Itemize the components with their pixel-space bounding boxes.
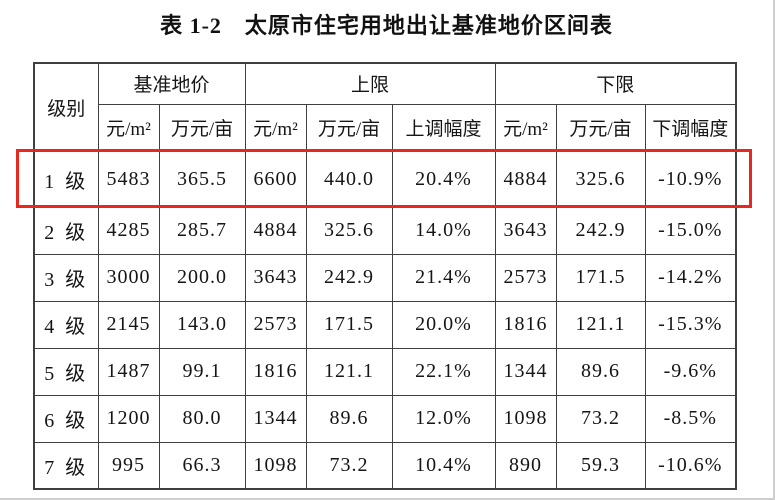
table-cell: 890 <box>494 441 557 490</box>
table-cell: 325.6 <box>305 206 393 255</box>
header-group-lower-limit: 下限 <box>494 62 737 105</box>
row-level-label: 7 级 <box>33 441 99 490</box>
table-cell: 5483 <box>97 150 160 208</box>
table-cell: 80.0 <box>158 394 246 443</box>
header-unit-yuan-m2: 元/m² <box>494 103 557 152</box>
table-row: 3 级 3000 200.0 3643 242.9 21.4% 2573 171.5 -14.2… <box>33 253 737 302</box>
table-cell: 99.1 <box>158 347 246 396</box>
table-cell: 242.9 <box>305 253 393 302</box>
table-cell: -15.3% <box>644 300 737 349</box>
table-cell: 1098 <box>244 441 307 490</box>
table-cell: 14.0% <box>391 206 496 255</box>
header-sub-row: 元/m² 万元/亩 元/m² 万元/亩 上调幅度 元/m² 万元/亩 下调幅度 <box>34 103 737 152</box>
table-cell: 2573 <box>244 300 307 349</box>
table-cell: 121.1 <box>305 347 393 396</box>
table-cell: -9.6% <box>644 347 737 396</box>
table-cell: -10.9% <box>644 150 737 208</box>
table-title: 表 1-2 太原市住宅用地出让基准地价区间表 <box>160 13 613 38</box>
table-cell: 89.6 <box>305 394 393 443</box>
table-cell: 1344 <box>244 394 307 443</box>
header-unit-yuan-m2: 元/m² <box>244 103 307 152</box>
table-body: 1 级 5483 365.5 6600 440.0 20.4% 4884 325.6 -10.9… <box>33 150 737 490</box>
row-level-label: 6 级 <box>33 394 99 443</box>
table-cell: -10.6% <box>644 441 737 490</box>
table-cell: 242.9 <box>555 206 646 255</box>
table-cell: -14.2% <box>644 253 737 302</box>
table-row: 2 级 4285 285.7 4884 325.6 14.0% 3643 242.9 -15.0… <box>33 206 737 255</box>
header-group-benchmark: 基准地价 <box>97 62 246 105</box>
header-increase-rate: 上调幅度 <box>391 103 496 152</box>
table-cell: 4884 <box>244 206 307 255</box>
table-cell: 2573 <box>494 253 557 302</box>
land-price-table: 级别 基准地价 上限 下限 元/m² 万元/亩 元/m² 万元/亩 上调幅度 元… <box>33 62 737 490</box>
header-unit-wanyuan-mu: 万元/亩 <box>555 103 646 152</box>
table-cell: 6600 <box>244 150 307 208</box>
table-cell: 59.3 <box>555 441 646 490</box>
header-level: 级别 <box>33 62 99 152</box>
table-cell: 1344 <box>494 347 557 396</box>
table-cell: 365.5 <box>158 150 246 208</box>
header-unit-yuan-m2: 元/m² <box>97 103 160 152</box>
table-row: 1 级 5483 365.5 6600 440.0 20.4% 4884 325.6 -10.9… <box>33 150 737 208</box>
header-group-upper-limit: 上限 <box>244 62 496 105</box>
table-cell: 200.0 <box>158 253 246 302</box>
table-cell: 325.6 <box>555 150 646 208</box>
table-cell: 3000 <box>97 253 160 302</box>
header-group-row: 级别 基准地价 上限 下限 <box>33 62 737 152</box>
table-cell: 2145 <box>97 300 160 349</box>
row-level-label: 4 级 <box>33 300 99 349</box>
table-cell: 66.3 <box>158 441 246 490</box>
table-cell: 4285 <box>97 206 160 255</box>
table-cell: 12.0% <box>391 394 496 443</box>
table-cell: 1098 <box>494 394 557 443</box>
table-cell: 3643 <box>244 253 307 302</box>
table-cell: 22.1% <box>391 347 496 396</box>
table-cell: 171.5 <box>305 300 393 349</box>
table-cell: 171.5 <box>555 253 646 302</box>
row-level-label: 1 级 <box>33 150 99 208</box>
table-cell: 10.4% <box>391 441 496 490</box>
row-level-label: 3 级 <box>33 253 99 302</box>
table-cell: 121.1 <box>555 300 646 349</box>
table-cell: -15.0% <box>644 206 737 255</box>
table-cell: 4884 <box>494 150 557 208</box>
table-cell: 20.4% <box>391 150 496 208</box>
table-cell: 20.0% <box>391 300 496 349</box>
table-row: 6 级 1200 80.0 1344 89.6 12.0% 1098 73.2 -8.5% <box>33 394 737 443</box>
table-cell: 1487 <box>97 347 160 396</box>
table-cell: 285.7 <box>158 206 246 255</box>
table-cell: -8.5% <box>644 394 737 443</box>
table-cell: 89.6 <box>555 347 646 396</box>
table-row: 5 级 1487 99.1 1816 121.1 22.1% 1344 89.6 -9.6% <box>33 347 737 396</box>
header-unit-wanyuan-mu: 万元/亩 <box>305 103 393 152</box>
table-cell: 73.2 <box>555 394 646 443</box>
table-cell: 73.2 <box>305 441 393 490</box>
row-level-label: 5 级 <box>33 347 99 396</box>
table-cell: 1200 <box>97 394 160 443</box>
table-cell: 995 <box>97 441 160 490</box>
header-decrease-rate: 下调幅度 <box>644 103 737 152</box>
table-cell: 1816 <box>494 300 557 349</box>
header-unit-wanyuan-mu: 万元/亩 <box>158 103 246 152</box>
table-row: 7 级 995 66.3 1098 73.2 10.4% 890 59.3 -10.6% <box>33 441 737 490</box>
table-cell: 1816 <box>244 347 307 396</box>
table-cell: 143.0 <box>158 300 246 349</box>
table-cell: 440.0 <box>305 150 393 208</box>
table-row: 4 级 2145 143.0 2573 171.5 20.0% 1816 121.1 -15.3… <box>33 300 737 349</box>
table-cell: 3643 <box>494 206 557 255</box>
row-level-label: 2 级 <box>33 206 99 255</box>
table-cell: 21.4% <box>391 253 496 302</box>
